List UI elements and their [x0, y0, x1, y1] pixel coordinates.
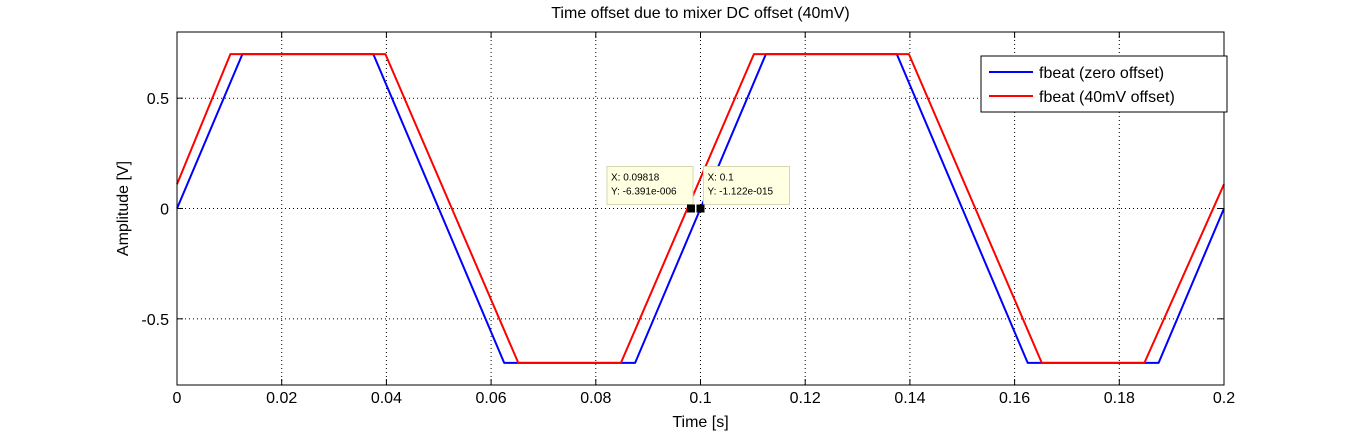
- y-tick-label: 0: [160, 202, 169, 219]
- x-tick-label: 0.08: [580, 390, 611, 407]
- datatip-text: Y: -1.122e-015: [708, 187, 774, 198]
- x-tick-label: 0.12: [790, 390, 821, 407]
- legend[interactable]: fbeat (zero offset) fbeat (40mV offset): [980, 55, 1228, 113]
- datatip-box: [703, 166, 790, 205]
- x-tick-label: 0.18: [1104, 390, 1135, 407]
- y-tick-label: -0.5: [141, 312, 169, 329]
- x-tick-label: 0.14: [894, 390, 925, 407]
- datatip-text: Y: -6.391e-006: [611, 187, 677, 198]
- y-tick-label: 0.5: [147, 91, 169, 108]
- x-tick-label: 0.06: [476, 390, 507, 407]
- legend-box: [980, 55, 1228, 113]
- x-tick-label: 0.04: [371, 390, 402, 407]
- x-tick-label: 0: [173, 390, 182, 407]
- legend-label-1: fbeat (zero offset): [1039, 65, 1164, 82]
- datatips: X: 0.09818 Y: -6.391e-006 X: 0.1 Y: -1.122e…: [606, 166, 790, 213]
- chart-title: Time offset due to mixer DC offset (40mV…: [551, 5, 849, 22]
- x-tick-label: 0.16: [999, 390, 1030, 407]
- datatip-1: X: 0.09818 Y: -6.391e-006: [606, 166, 695, 213]
- x-tick-label: 0.02: [266, 390, 297, 407]
- y-axis-label: Amplitude [V]: [115, 161, 132, 256]
- datatip-2: X: 0.1 Y: -1.122e-015: [696, 166, 790, 213]
- datatip-marker: [696, 204, 705, 213]
- x-tick-label: 0.1: [689, 390, 711, 407]
- x-axis-label: Time [s]: [672, 414, 728, 431]
- ticks: 0 0.02 0.04 0.06 0.08 0.1 0.12 0.14 0.16 0.18 0.2 -…: [141, 32, 1235, 407]
- datatip-marker: [686, 204, 695, 213]
- datatip-text: X: 0.09818: [611, 173, 660, 184]
- legend-label-2: fbeat (40mV offset): [1039, 89, 1175, 106]
- x-tick-label: 0.2: [1213, 390, 1235, 407]
- datatip-text: X: 0.1: [708, 173, 735, 184]
- datatip-box: [606, 166, 694, 205]
